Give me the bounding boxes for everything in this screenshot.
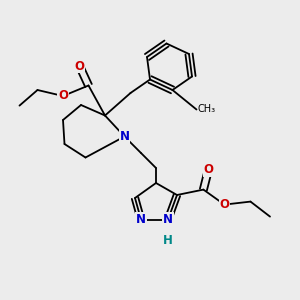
Text: N: N — [119, 130, 130, 143]
Text: N: N — [163, 213, 173, 226]
Text: O: O — [203, 163, 214, 176]
Text: H: H — [163, 233, 173, 247]
Text: O: O — [74, 59, 85, 73]
Text: N: N — [136, 213, 146, 226]
Text: O: O — [219, 198, 230, 211]
Text: CH₃: CH₃ — [198, 104, 216, 115]
Text: O: O — [58, 89, 68, 103]
